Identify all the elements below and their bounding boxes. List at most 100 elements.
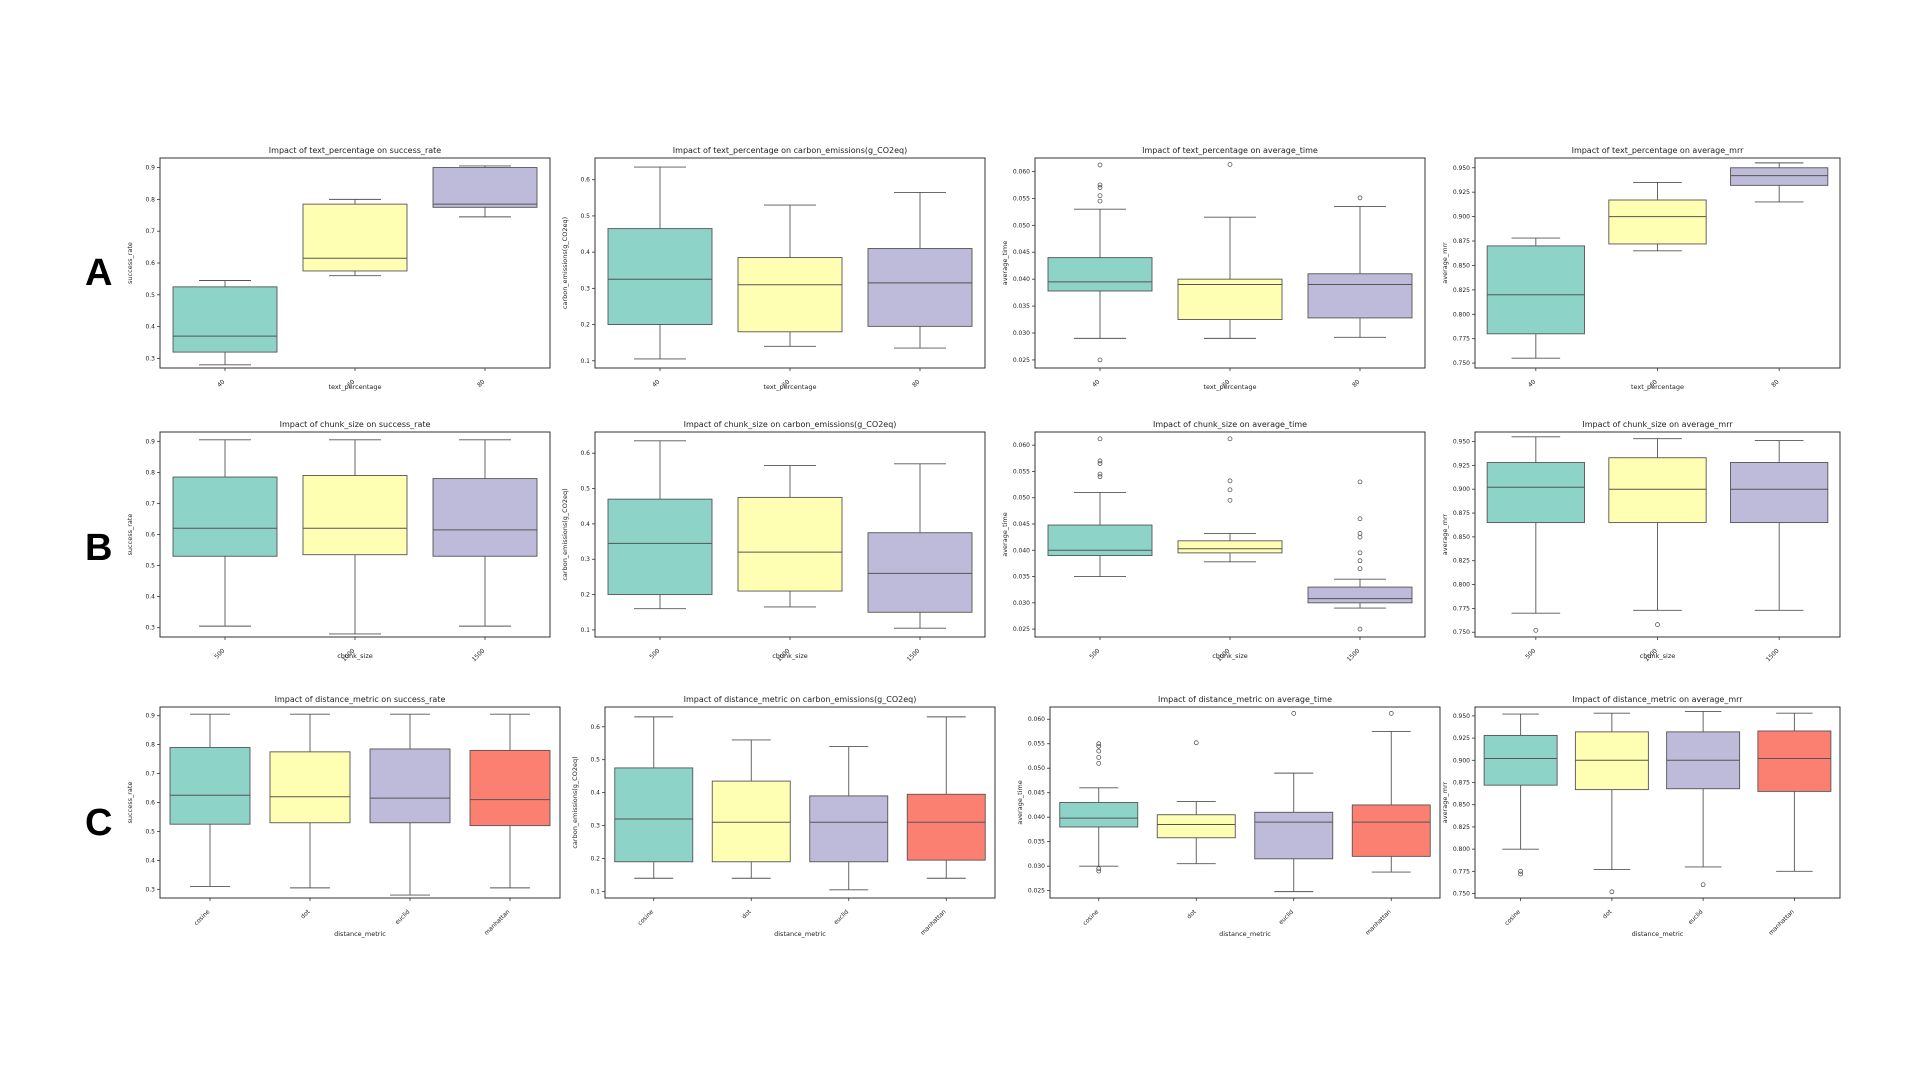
y-tick-label: 0.030 — [1013, 600, 1030, 607]
y-tick-label: 0.035 — [1013, 303, 1030, 310]
y-tick-label: 0.5 — [145, 828, 155, 835]
box-1000 — [737, 465, 843, 608]
outlier-point — [1227, 162, 1233, 167]
outlier-point — [1097, 436, 1103, 442]
box-80 — [1307, 195, 1413, 338]
plot-title: Impact of distance_metric on carbon_emis… — [684, 695, 917, 704]
box-40 — [172, 280, 278, 366]
box-manhattan — [469, 713, 551, 889]
outlier-point — [1388, 711, 1394, 716]
x-tick-label: 80 — [911, 378, 921, 388]
outlier-point — [1227, 478, 1233, 484]
plot-title: Impact of distance_metric on average_mrr — [1572, 695, 1743, 704]
plot-title: Impact of chunk_size on average_time — [1153, 420, 1307, 429]
y-tick-label: 0.040 — [1013, 276, 1030, 283]
row-label-c: C — [85, 802, 112, 844]
plot-title: Impact of chunk_size on carbon_emissions… — [684, 420, 897, 429]
box-1500 — [867, 463, 973, 629]
x-tick-label: 40 — [1527, 378, 1537, 388]
box-1500 — [432, 439, 538, 627]
y-tick-label: 0.7 — [145, 771, 155, 778]
iqr-box — [737, 257, 843, 333]
outlier-point — [1096, 755, 1102, 760]
iqr-box — [906, 793, 986, 861]
iqr-box — [711, 780, 791, 863]
y-tick-label: 0.040 — [1028, 814, 1045, 821]
x-tick-label: 60 — [1221, 378, 1231, 388]
y-tick-label: 0.4 — [580, 249, 590, 256]
y-tick-label: 0.050 — [1013, 495, 1030, 502]
y-tick-label: 0.800 — [1453, 582, 1470, 589]
x-axis-label: distance_metric — [774, 930, 826, 938]
y-tick-label: 0.025 — [1013, 357, 1030, 364]
box-cosine — [1483, 713, 1558, 877]
plot-title: Impact of chunk_size on success_rate — [280, 420, 431, 429]
outlier-point — [1357, 195, 1363, 201]
y-tick-label: 0.2 — [580, 322, 590, 329]
iqr-box — [867, 248, 973, 327]
y-tick-label: 0.6 — [145, 260, 155, 267]
y-tick-label: 0.4 — [145, 324, 155, 331]
y-tick-label: 0.825 — [1453, 824, 1470, 831]
outlier-point — [1518, 871, 1523, 877]
box-1500 — [1307, 479, 1413, 632]
outlier-point — [1096, 760, 1102, 766]
x-tick-label: cosine — [637, 908, 656, 927]
x-tick-label: euclid — [1278, 908, 1296, 926]
y-tick-label: 0.800 — [1453, 846, 1470, 853]
plot-title: Impact of text_percentage on average_tim… — [1142, 146, 1318, 155]
iqr-box — [1047, 257, 1153, 292]
y-tick-label: 0.025 — [1028, 888, 1045, 895]
y-axis-label: success_rate — [126, 514, 134, 556]
y-tick-label: 0.050 — [1013, 222, 1030, 229]
y-tick-label: 0.055 — [1013, 468, 1030, 475]
y-tick-label: 0.9 — [145, 438, 155, 445]
y-tick-label: 0.950 — [1453, 713, 1470, 720]
x-tick-label: euclid — [833, 908, 851, 926]
y-tick-label: 0.775 — [1453, 605, 1470, 612]
y-tick-label: 0.3 — [580, 285, 590, 292]
y-tick-label: 0.9 — [145, 713, 155, 720]
x-axis-label: text_percentage — [1203, 383, 1256, 391]
y-axis-label: average_mrr — [1441, 242, 1449, 284]
x-tick-label: euclid — [394, 908, 412, 926]
box-500 — [172, 439, 278, 627]
y-tick-label: 0.6 — [580, 177, 590, 184]
box-dot — [1574, 712, 1649, 895]
y-tick-label: 0.850 — [1453, 802, 1470, 809]
box-80 — [432, 165, 538, 218]
y-tick-label: 0.6 — [145, 532, 155, 539]
x-tick-label: 500 — [648, 647, 661, 660]
outlier-point — [1096, 741, 1102, 747]
box-60 — [302, 198, 408, 277]
iqr-box — [469, 749, 551, 827]
y-tick-label: 0.925 — [1453, 462, 1470, 469]
y-tick-label: 0.050 — [1028, 765, 1045, 772]
panel-1-1: Impact of chunk_size on carbon_emissions… — [561, 420, 986, 663]
y-tick-label: 0.7 — [145, 228, 155, 235]
outlier-point — [1357, 566, 1363, 572]
x-tick-label: 500 — [1524, 647, 1537, 660]
outlier-point — [1097, 461, 1103, 466]
panel-1-0: Impact of chunk_size on success_rate 0.3 0… — [126, 420, 551, 663]
iqr-box — [1059, 802, 1139, 828]
panel-2-1: Impact of distance_metric on carbon_emis… — [571, 695, 996, 938]
box-80 — [1730, 162, 1829, 203]
panel-2-0: Impact of distance_metric on success_rat… — [126, 695, 561, 938]
y-tick-label: 0.060 — [1013, 442, 1030, 449]
x-tick-label: cosine — [1082, 908, 1101, 927]
box-1000 — [1608, 438, 1707, 627]
y-axis-label: average_time — [1001, 241, 1009, 286]
x-tick-label: 1500 — [1346, 647, 1362, 663]
x-axis-label: distance_metric — [1219, 930, 1271, 938]
iqr-box — [1177, 278, 1283, 320]
x-tick-label: 500 — [1088, 647, 1101, 660]
iqr-box — [172, 476, 278, 557]
x-tick-label: 60 — [346, 378, 356, 388]
x-axis-label: chunk_size — [1212, 652, 1248, 660]
box-euclid — [1666, 710, 1741, 888]
box-euclid — [1254, 711, 1334, 893]
y-tick-label: 0.5 — [145, 563, 155, 570]
iqr-box — [607, 228, 713, 326]
y-tick-label: 0.750 — [1453, 360, 1470, 367]
